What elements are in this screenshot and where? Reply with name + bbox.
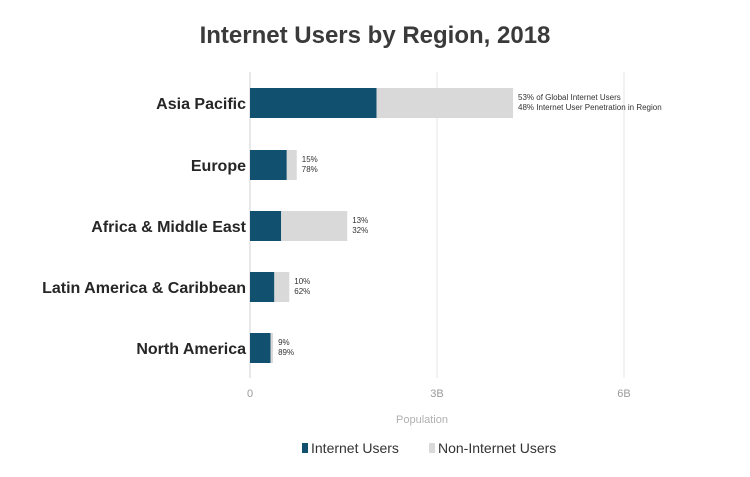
bar-internet-users <box>250 150 287 180</box>
data-label: 78% <box>302 165 318 174</box>
x-axis-title: Population <box>396 414 448 426</box>
data-label: 53% of Global Internet Users <box>518 93 621 102</box>
bar-internet-users <box>250 272 275 302</box>
bar-non-internet-users <box>281 211 348 241</box>
x-tick-label: 0 <box>247 388 253 400</box>
data-label: 9% <box>278 338 290 347</box>
x-tick-label: 3B <box>430 388 443 400</box>
data-label: 48% Internet User Penetration in Region <box>518 103 662 112</box>
data-label: 10% <box>294 277 310 286</box>
data-label: 15% <box>302 155 318 164</box>
data-label: 89% <box>278 348 294 357</box>
legend-swatch <box>302 443 308 453</box>
data-label: 32% <box>352 226 368 235</box>
category-label: Asia Pacific <box>156 96 246 113</box>
category-label: North America <box>136 341 246 358</box>
legend-label: Internet Users <box>311 440 399 456</box>
bar-non-internet-users <box>274 272 290 302</box>
legend-label: Non-Internet Users <box>438 440 556 456</box>
category-label: Latin America & Caribbean <box>42 280 246 297</box>
data-label: 13% <box>352 216 368 225</box>
data-label: 62% <box>294 287 310 296</box>
x-tick-label: 6B <box>617 388 630 400</box>
bar-non-internet-users <box>286 150 297 180</box>
chart-title: Internet Users by Region, 2018 <box>199 22 551 49</box>
bar-non-internet-users <box>376 88 514 118</box>
category-label: Europe <box>191 158 246 175</box>
category-label: Africa & Middle East <box>91 219 246 236</box>
bar-internet-users <box>250 211 282 241</box>
legend-swatch <box>429 443 435 453</box>
bar-internet-users <box>250 333 271 363</box>
bar-non-internet-users <box>270 333 274 363</box>
bar-internet-users <box>250 88 377 118</box>
